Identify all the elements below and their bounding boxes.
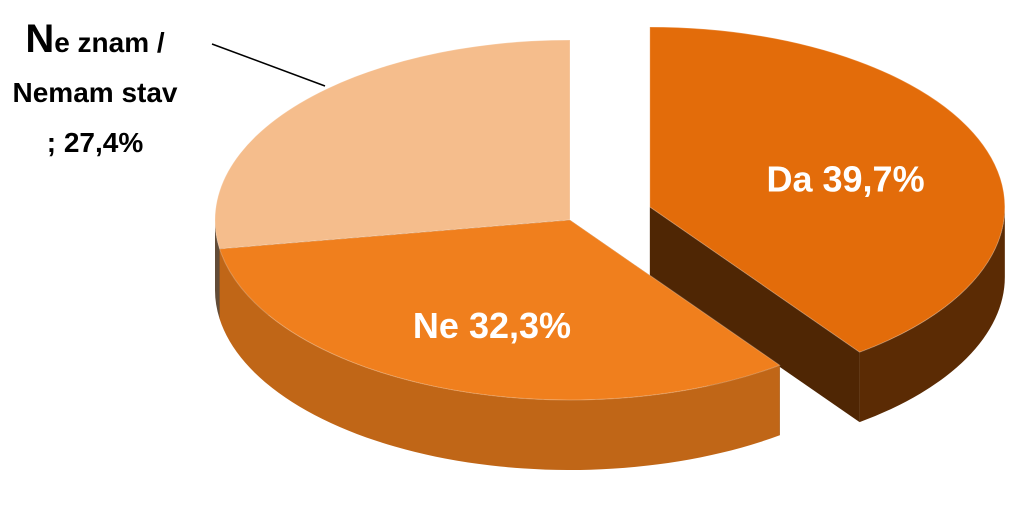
value-label: 39,7% (823, 158, 925, 199)
value-label: 27,4% (63, 127, 144, 158)
value-label: 32,3% (469, 304, 571, 345)
slice (649, 26, 1006, 423)
slice (218, 219, 781, 470)
slice-top (218, 219, 781, 401)
category-label: Ne (413, 304, 459, 345)
leader-line (211, 43, 326, 87)
data-label: Da 39,7% (766, 158, 924, 199)
separator: ; (46, 127, 57, 158)
data-label: Ne znam / Nemam stav; 27,4% (10, 14, 180, 168)
slice-side (219, 248, 780, 470)
slice-side (859, 206, 1005, 423)
category-label: Da (766, 158, 813, 199)
slice-side (215, 220, 220, 319)
slice-top (649, 26, 1006, 353)
slice-wall (649, 206, 860, 423)
data-label: Ne 32,3% (413, 304, 571, 345)
slice-top (214, 39, 571, 250)
category-label: Ne znam / Nemam stav (12, 17, 178, 108)
